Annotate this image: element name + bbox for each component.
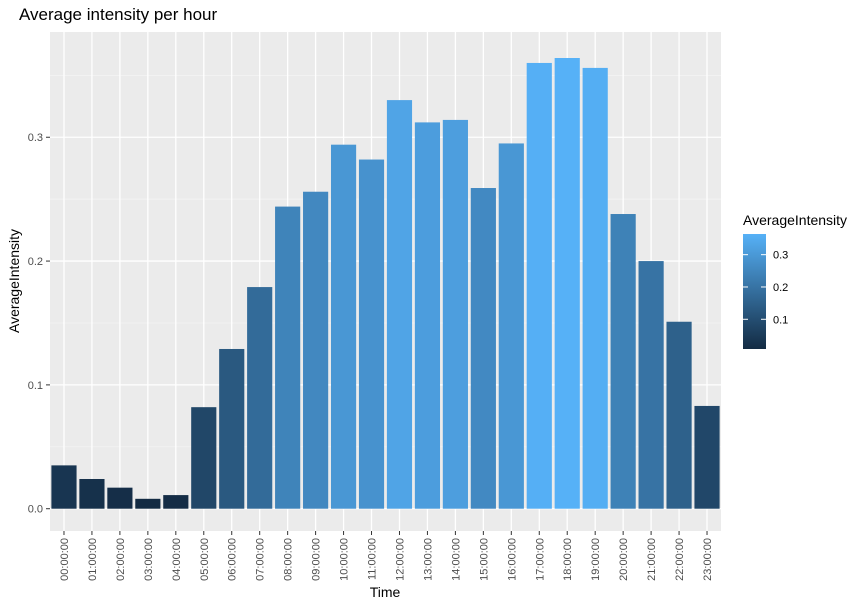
bar-02-00-00 (107, 487, 133, 509)
x-tick-label: 06:00:00 (227, 538, 239, 581)
x-tick-label: 21:00:00 (646, 538, 658, 581)
x-tick-label: 04:00:00 (171, 538, 183, 581)
bar-20-00-00 (610, 214, 636, 509)
bar-22-00-00 (666, 321, 692, 509)
bars (51, 58, 720, 509)
bar-00-00-00 (51, 465, 77, 509)
y-tick-label: 0.1 (28, 380, 43, 392)
x-axis: 00:00:00 01:00:00 02:00:00 03:00:00 04:00:00… (59, 531, 714, 581)
bar-13-00-00 (414, 122, 441, 509)
legend-title: AverageIntensity (743, 212, 847, 228)
x-tick-label: 17:00:00 (534, 538, 546, 581)
bar-05-00-00 (191, 407, 217, 509)
x-tick-label: 12:00:00 (394, 538, 406, 581)
x-tick-label: 09:00:00 (311, 538, 323, 581)
bar-17-00-00 (526, 62, 552, 509)
bar-21-00-00 (638, 261, 664, 509)
bar-06-00-00 (219, 348, 245, 509)
legend-tick-label: 0.3 (773, 250, 788, 262)
bar-11-00-00 (358, 159, 385, 509)
bar-09-00-00 (303, 191, 329, 509)
bar-16-00-00 (498, 143, 524, 509)
x-tick-label: 02:00:00 (115, 538, 127, 581)
legend-ticks: 0.1 0.2 0.3 (743, 250, 788, 326)
x-tick-label: 15:00:00 (478, 538, 490, 581)
bar-12-00-00 (386, 100, 413, 509)
bar-03-00-00 (135, 498, 161, 509)
x-tick-label: 16:00:00 (506, 538, 518, 581)
y-axis: 0.0 0.1 0.2 0.3 (28, 132, 50, 516)
plot-panel (50, 32, 721, 531)
x-tick-label: 07:00:00 (255, 538, 267, 581)
x-tick-label: 22:00:00 (674, 538, 686, 581)
x-tick-label: 01:00:00 (87, 538, 99, 581)
x-tick-label: 11:00:00 (367, 538, 379, 580)
bar-08-00-00 (275, 206, 301, 509)
bar-23-00-00 (694, 405, 720, 509)
x-tick-label: 18:00:00 (562, 538, 574, 581)
bar-10-00-00 (330, 144, 357, 509)
bar-14-00-00 (442, 119, 468, 509)
x-tick-label: 23:00:00 (702, 538, 714, 581)
x-axis-title: Time (370, 584, 401, 600)
x-tick-label: 00:00:00 (59, 538, 71, 581)
bar-04-00-00 (163, 495, 189, 509)
legend: AverageIntensity 0.1 0.2 0.3 (743, 212, 847, 349)
legend-colorbar (743, 234, 766, 349)
legend-tick-label: 0.1 (773, 314, 788, 326)
y-axis-title: AverageIntensity (6, 229, 22, 333)
x-tick-label: 10:00:00 (339, 538, 351, 581)
y-tick-label: 0.2 (28, 256, 43, 268)
chart-title: Average intensity per hour (19, 5, 217, 24)
x-tick-label: 05:00:00 (199, 538, 211, 581)
x-tick-label: 19:00:00 (590, 538, 602, 581)
x-tick-label: 20:00:00 (618, 538, 630, 581)
y-tick-label: 0.3 (28, 132, 43, 144)
bar-07-00-00 (247, 287, 273, 509)
x-tick-label: 13:00:00 (422, 538, 434, 581)
bar-19-00-00 (582, 67, 608, 509)
legend-tick-label: 0.2 (773, 282, 788, 294)
bar-18-00-00 (554, 58, 580, 509)
x-tick-label: 03:00:00 (143, 538, 155, 581)
y-tick-label: 0.0 (28, 504, 43, 516)
x-tick-label: 14:00:00 (450, 538, 462, 581)
bar-15-00-00 (470, 188, 496, 509)
x-tick-label: 08:00:00 (283, 538, 295, 581)
bar-01-00-00 (79, 478, 105, 509)
